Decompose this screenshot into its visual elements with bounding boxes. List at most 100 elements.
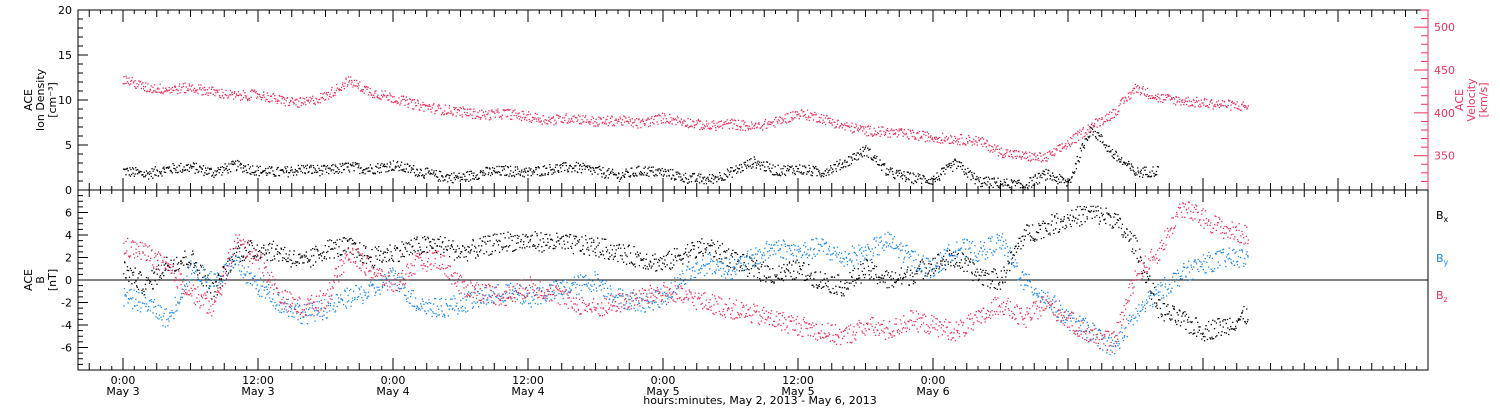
velocity-series-point	[656, 121, 657, 122]
density-series-point	[1152, 166, 1153, 167]
velocity-series-point	[1117, 114, 1118, 115]
density-series-point	[1130, 170, 1131, 171]
bx-series-point	[450, 248, 451, 249]
bx-series-point	[354, 242, 355, 243]
velocity-series-point	[261, 99, 262, 100]
velocity-series-point	[924, 132, 925, 133]
bx-series-point	[1038, 223, 1039, 224]
bx-series-point	[1154, 302, 1155, 303]
density-series-point	[504, 168, 505, 169]
bx-series-point	[184, 257, 185, 258]
bx-series-point	[413, 250, 414, 251]
density-series-point	[1004, 179, 1005, 180]
velocity-series-point	[336, 90, 337, 91]
velocity-series-point	[798, 113, 799, 114]
density-series-point	[781, 172, 782, 173]
bx-series-point	[1009, 270, 1010, 271]
velocity-series-point	[283, 97, 284, 98]
density-series-point	[472, 178, 473, 179]
density-series-point	[1102, 141, 1103, 142]
velocity-series-point	[1010, 150, 1011, 151]
density-series-point	[739, 164, 740, 165]
bx-series-point	[283, 249, 284, 250]
velocity-series-point	[792, 119, 793, 120]
bx-series-point	[488, 255, 489, 256]
bx-series-point	[444, 237, 445, 238]
velocity-series-point	[790, 112, 791, 113]
velocity-series-point	[267, 92, 268, 93]
velocity-series-point	[820, 122, 821, 123]
density-series-point	[505, 165, 506, 166]
velocity-series-point	[217, 90, 218, 91]
density-series-point	[906, 179, 907, 180]
density-series-point	[1047, 178, 1048, 179]
velocity-series-point	[183, 86, 184, 87]
velocity-series-point	[1213, 108, 1214, 109]
bx-series-point	[416, 238, 417, 239]
bx-series-point	[132, 272, 133, 273]
density-series-point	[194, 163, 195, 164]
density-series-point	[522, 175, 523, 176]
density-series-point	[1055, 180, 1056, 181]
density-series-point	[737, 167, 738, 168]
density-series-point	[793, 170, 794, 171]
density-series-point	[260, 166, 261, 167]
velocity-series-point	[1029, 152, 1030, 153]
density-series-point	[1135, 172, 1136, 173]
velocity-series-point	[449, 108, 450, 109]
velocity-series-point	[188, 90, 189, 91]
bx-series-point	[620, 248, 621, 249]
bx-series-point	[427, 237, 428, 238]
velocity-series-point	[1028, 160, 1029, 161]
bx-series-point	[1151, 293, 1152, 294]
velocity-series-point	[488, 110, 489, 111]
density-series-point	[756, 165, 757, 166]
velocity-series-point	[618, 119, 619, 120]
density-series-point	[785, 166, 786, 167]
density-series-point	[1116, 160, 1117, 161]
velocity-series-point	[597, 126, 598, 127]
velocity-series-point	[1006, 152, 1007, 153]
velocity-series-point	[697, 122, 698, 123]
velocity-series-point	[976, 142, 977, 143]
density-series-point	[147, 172, 148, 173]
bx-series-point	[1116, 222, 1117, 223]
velocity-series-point	[1048, 158, 1049, 159]
bx-series-point	[1226, 323, 1227, 324]
velocity-series-point	[310, 100, 311, 101]
bx-series-point	[890, 275, 891, 276]
velocity-series-point	[831, 122, 832, 123]
bx-series-point	[387, 252, 388, 253]
bx-series-point	[968, 265, 969, 266]
bx-series-point	[805, 276, 806, 277]
bx-series-point	[1000, 289, 1001, 290]
density-series-point	[155, 166, 156, 167]
bx-series-point	[1230, 326, 1231, 327]
bx-series-point	[399, 261, 400, 262]
bx-series-point	[179, 268, 180, 269]
velocity-series-point	[684, 121, 685, 122]
density-series-point	[389, 166, 390, 167]
bx-series-point	[868, 266, 869, 267]
bx-series-point	[141, 290, 142, 291]
density-series-point	[1062, 179, 1063, 180]
velocity-series-point	[765, 119, 766, 120]
velocity-series-point	[860, 128, 861, 129]
bx-series-point	[1051, 224, 1052, 225]
density-series-point	[1059, 182, 1060, 183]
density-series-point	[564, 170, 565, 171]
density-series-point	[919, 174, 920, 175]
velocity-series-point	[471, 115, 472, 116]
density-series-point	[744, 162, 745, 163]
velocity-series-point	[799, 118, 800, 119]
bx-series-point	[636, 256, 637, 257]
density-series-point	[477, 174, 478, 175]
velocity-series-point	[829, 122, 830, 123]
density-series-point	[636, 175, 637, 176]
velocity-series-point	[1093, 125, 1094, 126]
density-series-point	[1045, 179, 1046, 180]
bx-series-point	[1228, 334, 1229, 335]
velocity-series-point	[345, 78, 346, 79]
density-series-point	[573, 168, 574, 169]
density-series-point	[647, 168, 648, 169]
